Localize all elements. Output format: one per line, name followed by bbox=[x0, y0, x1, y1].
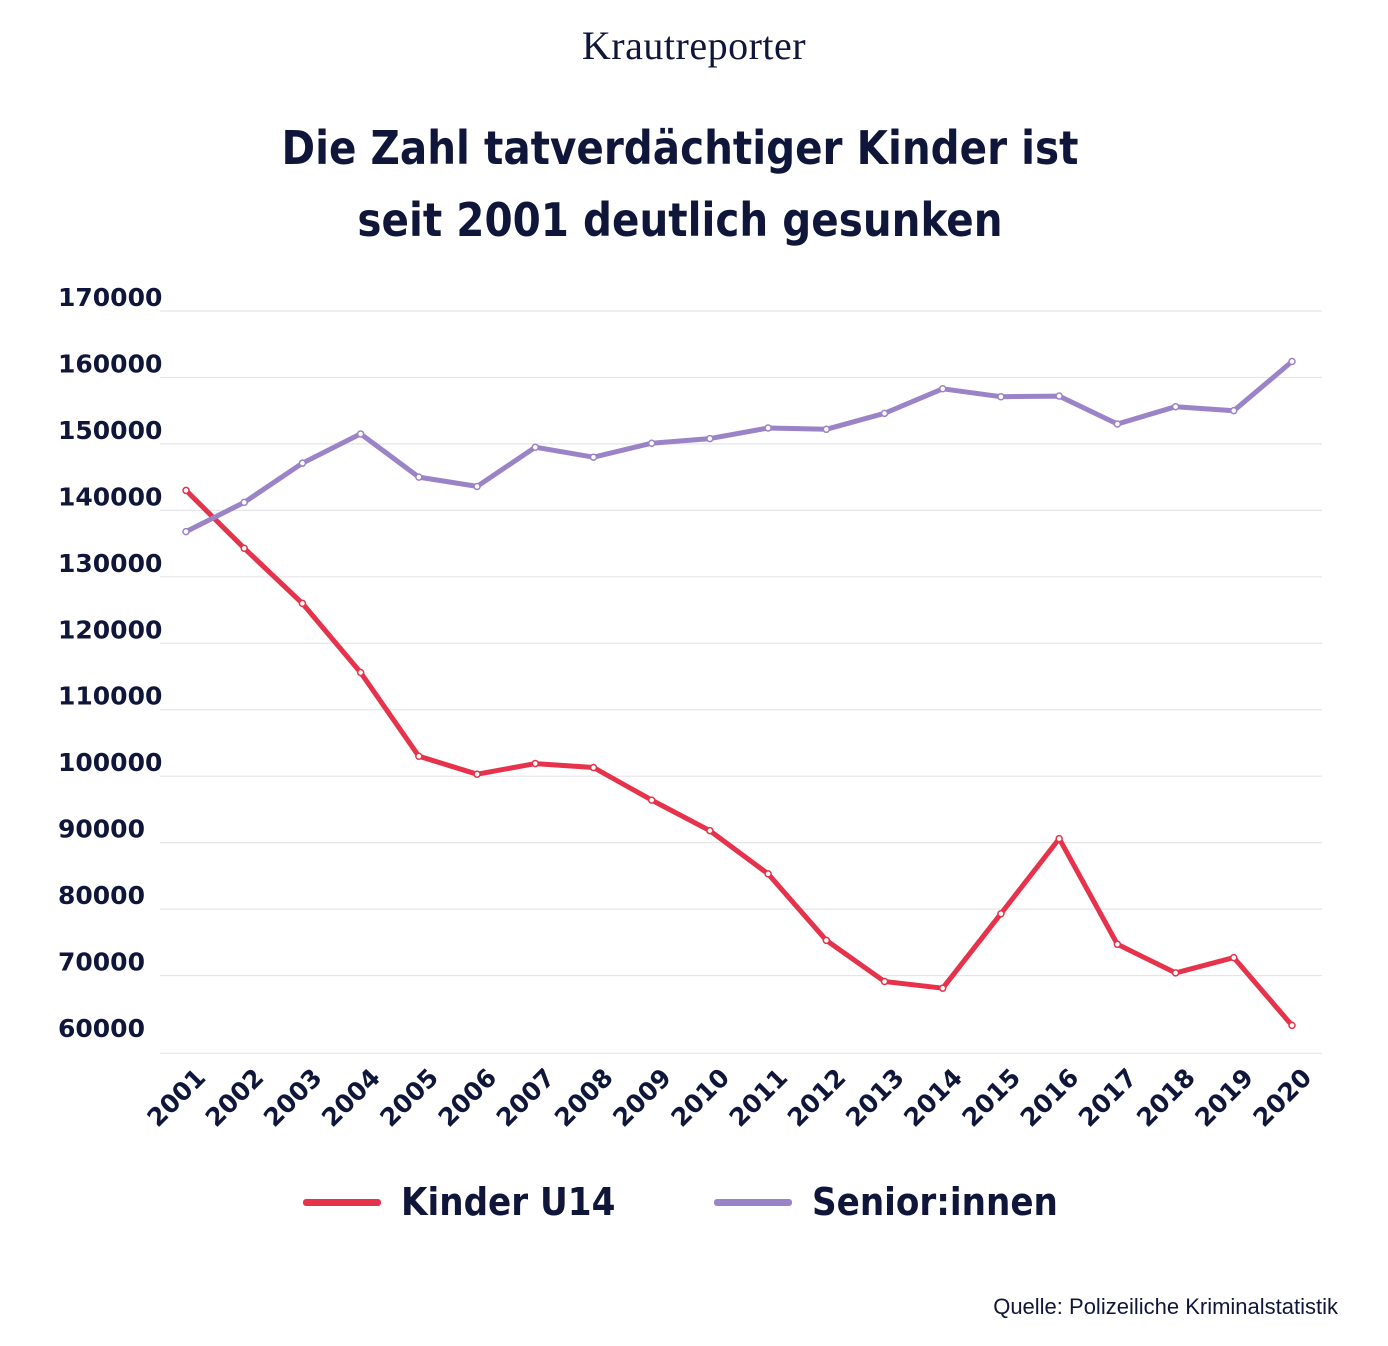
series-line-kinder bbox=[183, 487, 1295, 1028]
data-point-senioren-2011 bbox=[764, 424, 772, 432]
x-tick-label-2016: 2016 bbox=[1015, 1063, 1085, 1133]
gridlines bbox=[160, 310, 1322, 1054]
data-point-senioren-2016 bbox=[1055, 392, 1063, 400]
legend-item-kinder: Kinder U14 bbox=[303, 1180, 639, 1224]
y-tick-label-80000: 80000 bbox=[58, 881, 145, 910]
data-point-kinder-2018 bbox=[1171, 969, 1180, 977]
data-point-kinder-2010 bbox=[706, 826, 714, 835]
x-tick-label-2001: 2001 bbox=[142, 1063, 212, 1133]
data-point-senioren-2006 bbox=[473, 482, 481, 491]
data-point-kinder-2012 bbox=[822, 936, 831, 945]
series-lines bbox=[183, 359, 1295, 1028]
y-tick-label-140000: 140000 bbox=[58, 482, 162, 511]
data-point-kinder-2015 bbox=[997, 909, 1005, 918]
y-tick-label-160000: 160000 bbox=[58, 349, 162, 378]
x-tick-label-2014: 2014 bbox=[898, 1063, 968, 1133]
x-tick-label-2017: 2017 bbox=[1073, 1063, 1143, 1133]
x-tick-label-2007: 2007 bbox=[491, 1063, 561, 1133]
y-tick-label-130000: 130000 bbox=[58, 549, 162, 578]
data-point-kinder-2003 bbox=[298, 599, 307, 608]
y-tick-label-170000: 170000 bbox=[58, 283, 162, 312]
data-point-senioren-2004 bbox=[356, 430, 365, 438]
legend-item-senioren: Senior:innen bbox=[713, 1180, 1085, 1224]
data-point-senioren-2007 bbox=[531, 443, 540, 451]
y-axis-ticks: 60000 70000 80000 90000 100000 110000 120000 13… bbox=[58, 283, 162, 1043]
data-point-senioren-2017 bbox=[1113, 420, 1122, 428]
brand-logo: Krautreporter bbox=[581, 23, 807, 68]
data-point-kinder-2005 bbox=[415, 752, 423, 760]
x-tick-label-2015: 2015 bbox=[956, 1063, 1026, 1133]
legend: Kinder U14 Senior:innen bbox=[0, 1180, 1388, 1224]
x-tick-label-2009: 2009 bbox=[607, 1063, 677, 1133]
x-tick-label-2019: 2019 bbox=[1189, 1063, 1259, 1133]
data-point-kinder-2009 bbox=[647, 796, 656, 804]
x-tick-label-2011: 2011 bbox=[724, 1063, 794, 1133]
source-note: Quelle: Polizeiliche Kriminalstatistik bbox=[993, 1294, 1338, 1319]
x-tick-label-2004: 2004 bbox=[316, 1063, 386, 1133]
data-point-senioren-2019 bbox=[1230, 406, 1238, 415]
x-tick-label-2006: 2006 bbox=[433, 1063, 503, 1133]
y-tick-label-150000: 150000 bbox=[58, 416, 162, 445]
data-point-kinder-2008 bbox=[589, 763, 598, 772]
data-point-senioren-2010 bbox=[706, 434, 714, 443]
legend-label-kinder: Kinder U14 bbox=[401, 1180, 616, 1224]
data-point-kinder-2011 bbox=[764, 870, 772, 878]
x-tick-label-2013: 2013 bbox=[840, 1063, 910, 1133]
x-tick-label-2018: 2018 bbox=[1131, 1063, 1201, 1133]
data-point-kinder-2013 bbox=[880, 977, 889, 986]
data-point-senioren-2002 bbox=[240, 498, 248, 507]
y-tick-label-110000: 110000 bbox=[58, 682, 162, 711]
data-point-senioren-2015 bbox=[997, 392, 1005, 401]
data-point-senioren-2014 bbox=[938, 385, 947, 393]
x-tick-label-2002: 2002 bbox=[200, 1063, 270, 1133]
data-point-senioren-2009 bbox=[647, 439, 656, 447]
data-point-senioren-2012 bbox=[822, 425, 831, 434]
data-point-kinder-2017 bbox=[1113, 940, 1122, 949]
data-point-kinder-2002 bbox=[240, 544, 248, 552]
y-tick-label-100000: 100000 bbox=[58, 748, 162, 777]
legend-label-senioren: Senior:innen bbox=[811, 1180, 1058, 1224]
x-tick-label-2005: 2005 bbox=[374, 1063, 444, 1133]
chart-title-line-2: seit 2001 deutlich gesunken bbox=[357, 193, 1003, 247]
chart-title: Die Zahl tatverdächtiger Kinder ist seit… bbox=[82, 112, 1279, 256]
data-point-kinder-2006 bbox=[473, 770, 481, 778]
data-point-senioren-2018 bbox=[1171, 402, 1180, 411]
x-tick-label-2010: 2010 bbox=[665, 1063, 735, 1133]
data-point-kinder-2001 bbox=[182, 486, 190, 495]
series-line-senioren bbox=[183, 359, 1295, 535]
y-tick-label-120000: 120000 bbox=[58, 615, 162, 644]
data-point-kinder-2007 bbox=[531, 759, 540, 768]
legend-swatch-kinder bbox=[303, 1198, 382, 1206]
y-tick-label-90000: 90000 bbox=[58, 815, 145, 844]
chart-title-line-1: Die Zahl tatverdächtiger Kinder ist bbox=[281, 121, 1079, 175]
data-point-kinder-2020 bbox=[1288, 1021, 1296, 1030]
data-points bbox=[182, 357, 1296, 1030]
x-axis-ticks: 2001200220032004200520062007200820092010… bbox=[142, 1063, 1318, 1133]
data-point-kinder-2004 bbox=[356, 668, 365, 677]
data-point-kinder-2019 bbox=[1230, 953, 1238, 962]
x-tick-label-2008: 2008 bbox=[549, 1063, 619, 1133]
legend-swatch-senioren bbox=[713, 1198, 792, 1206]
data-point-senioren-2013 bbox=[880, 409, 889, 418]
data-point-senioren-2005 bbox=[415, 473, 423, 481]
x-tick-label-2003: 2003 bbox=[258, 1063, 328, 1133]
y-tick-label-60000: 60000 bbox=[58, 1014, 145, 1043]
data-point-senioren-2020 bbox=[1288, 357, 1296, 366]
data-point-kinder-2014 bbox=[938, 984, 947, 992]
x-tick-label-2020: 2020 bbox=[1248, 1063, 1318, 1133]
y-tick-label-70000: 70000 bbox=[58, 948, 145, 977]
x-tick-label-2012: 2012 bbox=[782, 1063, 852, 1133]
data-point-senioren-2001 bbox=[182, 527, 190, 536]
data-point-senioren-2008 bbox=[589, 453, 598, 461]
data-point-senioren-2003 bbox=[298, 459, 307, 467]
data-point-kinder-2016 bbox=[1055, 834, 1063, 843]
